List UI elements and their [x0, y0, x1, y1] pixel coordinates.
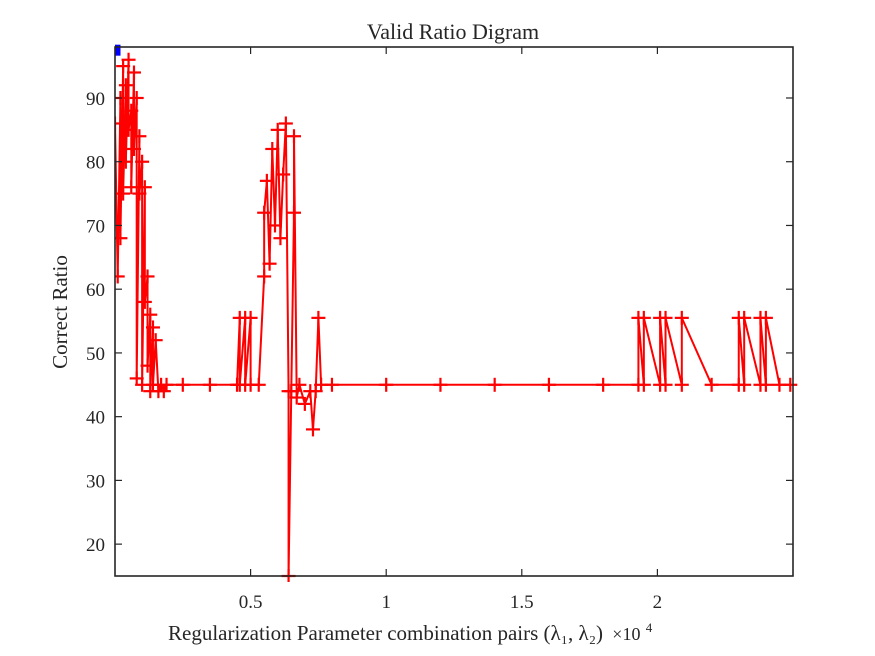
data-point-marker — [124, 180, 139, 195]
data-point-marker — [737, 310, 752, 325]
data-point-marker — [305, 422, 320, 437]
data-point-marker — [124, 103, 139, 118]
data-point-marker — [379, 377, 394, 392]
data-point-marker — [737, 377, 752, 392]
y-tick-label: 80 — [86, 153, 105, 174]
data-point-marker — [268, 218, 283, 233]
data-point-marker — [636, 377, 651, 392]
data-point-marker — [118, 78, 133, 93]
y-tick-label: 50 — [86, 344, 105, 365]
data-point-marker — [270, 122, 285, 137]
data-point-marker — [137, 180, 152, 195]
y-tick-label: 70 — [86, 216, 105, 237]
x-axis-label-text: Regularization Parameter combination pai… — [168, 621, 603, 645]
x-tick-label: 2 — [653, 592, 663, 613]
data-point-marker — [259, 173, 274, 188]
x-axis: 0.5 1 1.5 2 — [239, 47, 662, 613]
y-tick-label: 30 — [86, 471, 105, 492]
y-tick-label: 60 — [86, 280, 105, 301]
data-point-marker — [251, 377, 266, 392]
data-point-marker — [129, 90, 144, 105]
axes-frame — [114, 46, 794, 577]
data-point-marker — [262, 256, 277, 271]
data-point-marker — [758, 310, 773, 325]
data-point-marker — [276, 167, 291, 182]
data-point-marker — [126, 65, 141, 80]
data-point-marker — [324, 377, 339, 392]
data-point-marker — [175, 377, 190, 392]
y-axis-label: Correct Ratio — [48, 255, 72, 369]
x-axis-multiplier: ×10 — [612, 624, 640, 644]
data-point-marker — [143, 307, 158, 322]
data-point-marker — [135, 154, 150, 169]
data-point-marker — [156, 384, 171, 399]
data-point-marker — [289, 390, 304, 405]
data-point-marker — [636, 310, 651, 325]
chart-title: Valid Ratio Digram — [367, 19, 539, 44]
series-1 — [115, 44, 121, 56]
data-point-marker — [596, 377, 611, 392]
data-point-marker — [202, 377, 217, 392]
series-0 — [115, 52, 798, 582]
y-axis: 20 30 40 50 60 70 80 90 — [86, 89, 793, 556]
x-tick-label: 1 — [381, 592, 391, 613]
data-point-marker — [159, 377, 174, 392]
data-point-marker — [783, 377, 798, 392]
data-point-marker — [674, 377, 689, 392]
data-point-marker — [132, 129, 147, 144]
data-point-marker — [140, 358, 155, 373]
series-layer — [115, 44, 798, 582]
y-tick-label: 20 — [86, 535, 105, 556]
data-point-marker — [541, 377, 556, 392]
x-axis-multiplier-exponent: 4 — [646, 620, 653, 635]
data-point-marker — [140, 269, 155, 284]
data-point-marker — [121, 52, 136, 67]
data-point-marker — [121, 122, 136, 137]
data-point-marker — [758, 377, 773, 392]
data-point-marker — [487, 377, 502, 392]
data-point-marker — [265, 141, 280, 156]
data-point-marker — [658, 310, 673, 325]
data-point-marker — [116, 186, 131, 201]
y-tick-label: 40 — [86, 408, 105, 429]
data-point-marker — [292, 377, 307, 392]
data-point-marker — [433, 377, 448, 392]
data-point-marker — [674, 310, 689, 325]
series-line — [115, 59, 791, 577]
data-point-marker — [257, 269, 272, 284]
x-tick-label: 0.5 — [239, 592, 263, 613]
best-point-marker — [115, 44, 121, 56]
data-point-marker — [704, 377, 719, 392]
data-point-marker — [126, 141, 141, 156]
data-point-marker — [286, 129, 301, 144]
data-point-marker — [243, 310, 258, 325]
data-point-marker — [115, 269, 125, 284]
data-point-marker — [257, 205, 272, 220]
data-point-marker — [286, 205, 301, 220]
data-point-marker — [311, 310, 326, 325]
data-point-marker — [273, 231, 288, 246]
data-point-marker — [137, 294, 152, 309]
data-point-marker — [115, 116, 122, 131]
x-tick-label: 1.5 — [510, 592, 534, 613]
data-point-marker — [148, 333, 163, 348]
y-tick-label: 90 — [86, 89, 105, 110]
x-axis-label: Regularization Parameter combination pai… — [168, 620, 653, 645]
data-point-marker — [297, 396, 312, 411]
data-point-marker — [658, 377, 673, 392]
data-point-marker — [145, 320, 160, 335]
data-point-marker — [278, 116, 293, 131]
